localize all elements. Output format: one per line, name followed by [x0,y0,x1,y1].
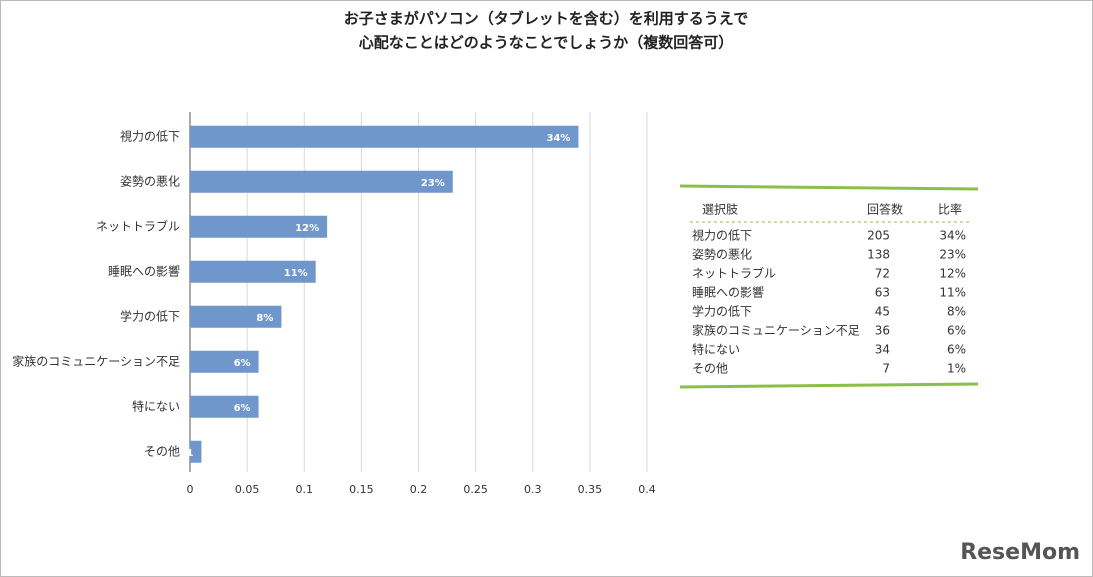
table-cell: 63 [875,286,890,300]
table-header: 選択肢 [702,202,738,217]
bar [190,305,282,328]
table-cell: 34% [939,229,966,243]
x-tick-label: 0.2 [410,483,428,496]
table-cell: その他 [692,362,728,376]
table-cell: 学力の低下 [692,304,752,319]
table-cell: 1% [947,362,966,376]
y-tick-label: その他 [144,444,180,458]
value-label: 23% [421,178,445,189]
table-cell: 家族のコミュニケーション不足 [692,323,860,338]
table-cell: ネットトラブル [692,266,776,281]
x-tick-label: 0 [187,483,194,496]
x-tick-label: 0.4 [638,483,656,496]
y-tick-label: 姿勢の悪化 [120,173,180,188]
value-label: 12% [295,223,319,234]
table-cell: 45 [875,305,890,319]
table-cell: 72 [875,267,890,281]
table-header: 回答数 [867,202,903,217]
value-label: 6% [234,358,251,369]
watermark: ReseMom [960,540,1080,565]
value-label: 1 [186,448,193,459]
table-cell: 11% [939,286,966,300]
value-label: 8% [256,313,273,324]
table-cell: 姿勢の悪化 [692,247,752,262]
chart-title: お子さまがパソコン（タブレットを含む）を利用するうえで [344,10,749,28]
y-tick-label: 睡眠への影響 [108,263,180,278]
x-tick-label: 0.05 [235,483,260,496]
table-cell: 睡眠への影響 [692,285,764,300]
table-cell: 138 [867,248,890,262]
y-tick-label: 特にない [132,398,180,413]
x-tick-label: 0.15 [349,483,374,496]
table-cell: 7 [882,362,890,376]
table-cell: 36 [875,324,890,338]
table-cell: 8% [947,305,966,319]
table-bottom-rule [679,382,979,389]
value-label: 6% [234,403,251,414]
table-cell: 23% [939,248,966,262]
table-header: 比率 [938,202,962,217]
bar [190,125,579,148]
table-top-rule [679,184,979,191]
table-cell: 34 [875,343,890,357]
x-tick-label: 0.25 [463,483,488,496]
x-tick-label: 0.3 [524,483,542,496]
y-tick-label: 視力の低下 [120,128,180,143]
table-cell: 6% [947,343,966,357]
value-label: 34% [547,133,571,144]
x-tick-label: 0.1 [296,483,314,496]
table-cell: 12% [939,267,966,281]
x-tick-label: 0.35 [578,483,603,496]
table-cell: 6% [947,324,966,338]
table-cell: 205 [867,229,890,243]
y-tick-label: 学力の低下 [120,308,180,323]
y-tick-label: ネットトラブル [96,218,180,233]
chart-subtitle: 心配なことはどのようなことでしょうか（複数回答可） [359,34,734,52]
bar [190,215,328,238]
value-label: 11% [284,268,308,279]
bar [190,395,259,418]
bar [190,170,453,193]
table-cell: 視力の低下 [692,228,752,243]
table-cell: 特にない [692,342,740,357]
bar [190,440,202,463]
y-tick-label: 家族のコミュニケーション不足 [12,353,180,368]
bar [190,350,259,373]
bar [190,260,316,283]
